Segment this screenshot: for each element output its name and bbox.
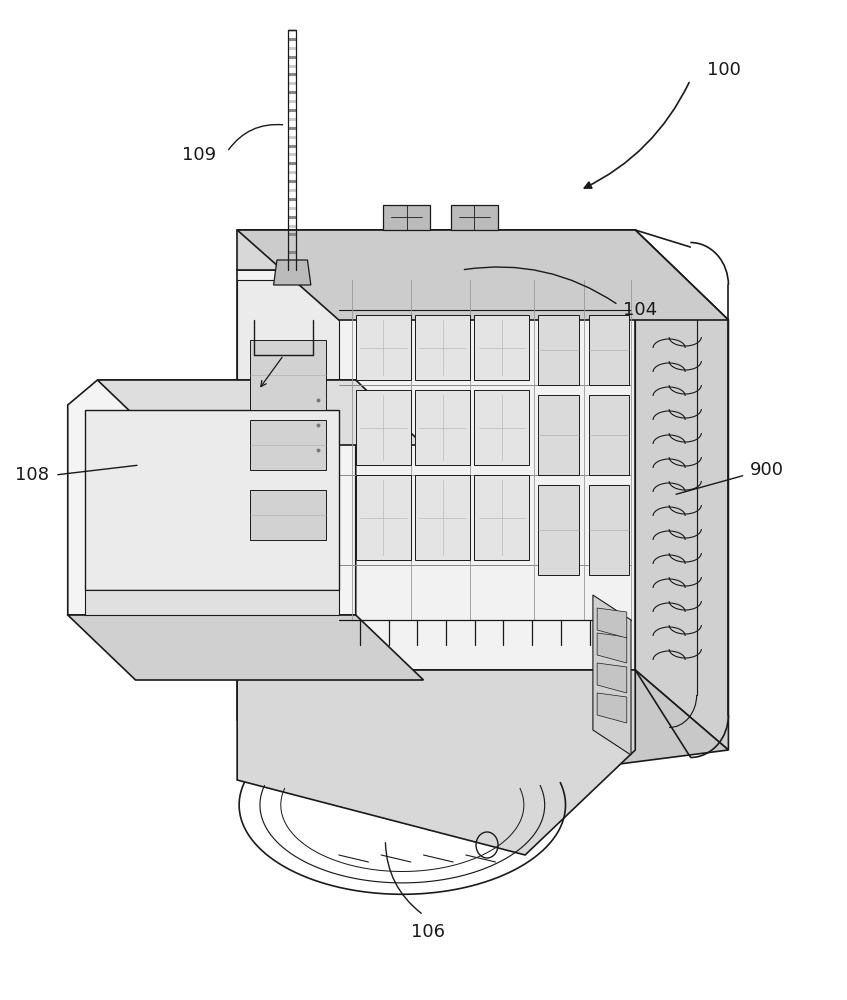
Polygon shape [538,315,579,385]
Polygon shape [415,315,470,380]
Polygon shape [237,230,635,270]
Polygon shape [383,205,430,230]
Polygon shape [97,380,424,445]
Text: 900: 900 [750,461,783,479]
Text: 106: 106 [411,923,445,941]
Polygon shape [474,315,529,380]
Polygon shape [589,395,629,475]
Text: 104: 104 [623,301,656,319]
Polygon shape [250,490,326,540]
Polygon shape [250,420,326,470]
Polygon shape [68,615,424,680]
Polygon shape [85,410,339,590]
Polygon shape [597,693,627,723]
Polygon shape [415,390,470,465]
Polygon shape [356,475,411,560]
Polygon shape [85,590,339,615]
Polygon shape [538,395,579,475]
Polygon shape [635,230,728,750]
Polygon shape [237,670,635,855]
Polygon shape [356,390,411,465]
Text: 100: 100 [707,61,741,79]
Polygon shape [474,390,529,465]
Polygon shape [597,633,627,663]
Polygon shape [237,270,635,670]
Polygon shape [237,670,728,800]
Text: 108: 108 [15,466,49,484]
Polygon shape [237,280,339,620]
Polygon shape [538,485,579,575]
Polygon shape [250,340,326,410]
Polygon shape [593,595,631,755]
Polygon shape [474,475,529,560]
Text: 109: 109 [182,146,216,164]
Polygon shape [274,260,311,285]
Polygon shape [356,315,411,380]
Polygon shape [415,475,470,560]
Polygon shape [237,230,728,320]
Polygon shape [589,315,629,385]
Polygon shape [597,663,627,693]
Polygon shape [68,380,356,615]
Polygon shape [237,230,728,320]
Polygon shape [451,205,498,230]
Polygon shape [589,485,629,575]
Polygon shape [597,608,627,638]
